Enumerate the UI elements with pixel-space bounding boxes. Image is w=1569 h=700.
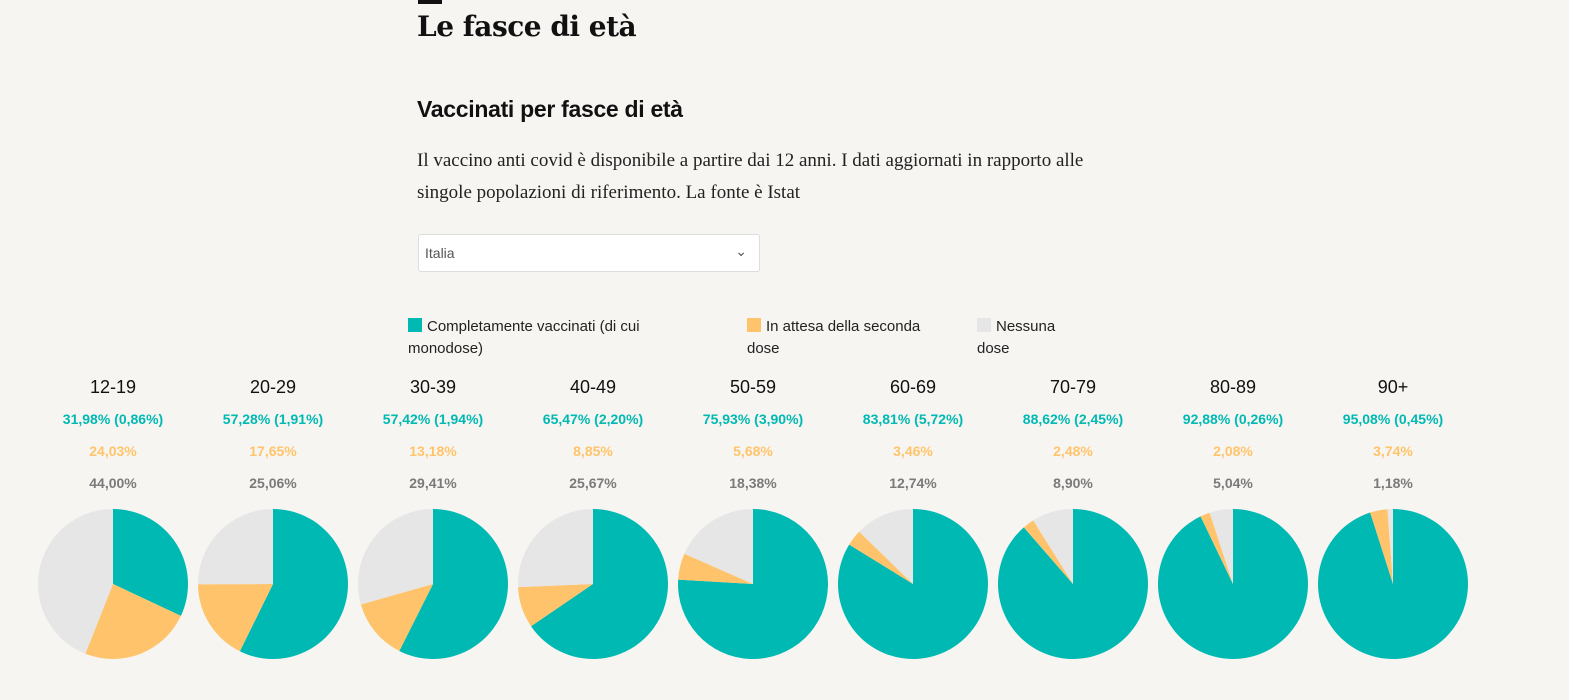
legend-swatch [977, 318, 991, 332]
no-dose-label: 29,41% [409, 475, 457, 491]
age-group-column: 50-59 75,93% (3,90%) 5,68% 18,38% [673, 376, 833, 504]
no-dose-label: 25,06% [249, 475, 297, 491]
no-dose-label: 44,00% [89, 475, 137, 491]
age-group-column: 20-29 57,28% (1,91%) 17,65% 25,06% [193, 376, 353, 504]
age-label: 30-39 [409, 377, 457, 397]
age-label: 90+ [1377, 377, 1409, 397]
slice-no-dose [1387, 509, 1393, 584]
age-group-column: 90+ 95,08% (0,45%) 3,74% 1,18% [1313, 376, 1473, 504]
fully-vaccinated-label: 83,81% (5,72%) [862, 411, 964, 427]
age-group-column: 60-69 83,81% (5,72%) 3,46% 12,74% [833, 376, 993, 504]
age-label: 80-89 [1209, 377, 1257, 397]
no-dose-label: 8,90% [1053, 475, 1093, 491]
no-dose-label: 1,18% [1373, 475, 1413, 491]
chart-title: Vaccinati per fasce di età [417, 96, 683, 122]
slice-awaiting-second-dose [1023, 520, 1073, 584]
slice-awaiting-second-dose [1370, 509, 1393, 584]
slice-no-dose [684, 509, 753, 584]
age-group-column: 40-49 65,47% (2,20%) 8,85% 25,67% [513, 376, 673, 504]
age-label: 20-29 [249, 377, 297, 397]
slice-awaiting-second-dose [678, 553, 753, 584]
age-label: 60-69 [889, 377, 937, 397]
slice-no-dose [358, 509, 433, 605]
slice-awaiting-second-dose [198, 584, 273, 652]
slice-fully-vaccinated [239, 509, 349, 659]
slice-fully-vaccinated [399, 509, 509, 659]
no-dose-label: 25,67% [569, 475, 617, 491]
slice-no-dose [1209, 509, 1233, 584]
age-group-column: 70-79 88,62% (2,45%) 2,48% 8,90% [993, 376, 1153, 504]
fully-vaccinated-label: 57,28% (1,91%) [222, 411, 324, 427]
awaiting-label: 8,85% [573, 443, 613, 459]
legend-swatch [747, 318, 761, 332]
slice-fully-vaccinated [1318, 509, 1468, 659]
awaiting-label: 5,68% [733, 443, 773, 459]
age-group-column: 12-19 31,98% (0,86%) 24,03% 44,00% [33, 376, 193, 504]
legend-no-dose: Nessuna dose [977, 318, 1056, 357]
age-label: 70-79 [1049, 377, 1097, 397]
slice-awaiting-second-dose [1200, 512, 1233, 584]
slice-no-dose [859, 509, 913, 584]
title-accent-bar [418, 0, 442, 4]
slice-no-dose [518, 509, 593, 588]
legend-swatch [408, 318, 422, 332]
fully-vaccinated-label: 65,47% (2,20%) [542, 411, 644, 427]
age-group-column: 30-39 57,42% (1,94%) 13,18% 29,41% [353, 376, 513, 504]
slice-no-dose [38, 509, 113, 654]
awaiting-label: 24,03% [89, 443, 137, 459]
awaiting-label: 2,48% [1053, 443, 1093, 459]
fully-vaccinated-label: 57,42% (1,94%) [382, 411, 484, 427]
slice-awaiting-second-dose [85, 584, 181, 659]
region-select-value: Italia [425, 245, 455, 261]
awaiting-label: 17,65% [249, 443, 297, 459]
legend-fully-vaccinated: Completamente vaccinati (di cui monodose… [408, 318, 640, 357]
slice-no-dose [1033, 509, 1073, 584]
age-label: 50-59 [729, 377, 777, 397]
slice-awaiting-second-dose [518, 584, 593, 627]
slice-fully-vaccinated [678, 509, 829, 659]
fully-vaccinated-label: 31,98% (0,86%) [62, 411, 164, 427]
slice-awaiting-second-dose [360, 584, 433, 652]
slice-fully-vaccinated [113, 509, 188, 616]
no-dose-label: 12,74% [889, 475, 937, 491]
no-dose-label: 18,38% [729, 475, 777, 491]
age-group-column: 80-89 92,88% (0,26%) 2,08% 5,04% [1153, 376, 1313, 504]
slice-awaiting-second-dose [849, 531, 913, 584]
fully-vaccinated-label: 75,93% (3,90%) [702, 411, 804, 427]
awaiting-label: 3,74% [1373, 443, 1413, 459]
age-label: 12-19 [89, 377, 137, 397]
age-label: 40-49 [569, 377, 617, 397]
legend-awaiting-second-dose: In attesa della seconda dose [747, 318, 921, 357]
fully-vaccinated-label: 95,08% (0,45%) [1342, 411, 1444, 427]
region-select[interactable]: Italia ⌄ [418, 234, 760, 272]
slice-no-dose [198, 509, 273, 585]
awaiting-label: 3,46% [893, 443, 933, 459]
page-title: Le fasce di età [417, 10, 637, 43]
awaiting-label: 13,18% [409, 443, 457, 459]
fully-vaccinated-label: 92,88% (0,26%) [1182, 411, 1284, 427]
awaiting-label: 2,08% [1213, 443, 1253, 459]
chart-description: Il vaccino anti covid è disponibile a pa… [417, 150, 1084, 203]
chevron-down-icon: ⌄ [735, 243, 747, 259]
fully-vaccinated-label: 88,62% (2,45%) [1022, 411, 1124, 427]
no-dose-label: 5,04% [1213, 475, 1253, 491]
slice-fully-vaccinated [531, 509, 668, 659]
